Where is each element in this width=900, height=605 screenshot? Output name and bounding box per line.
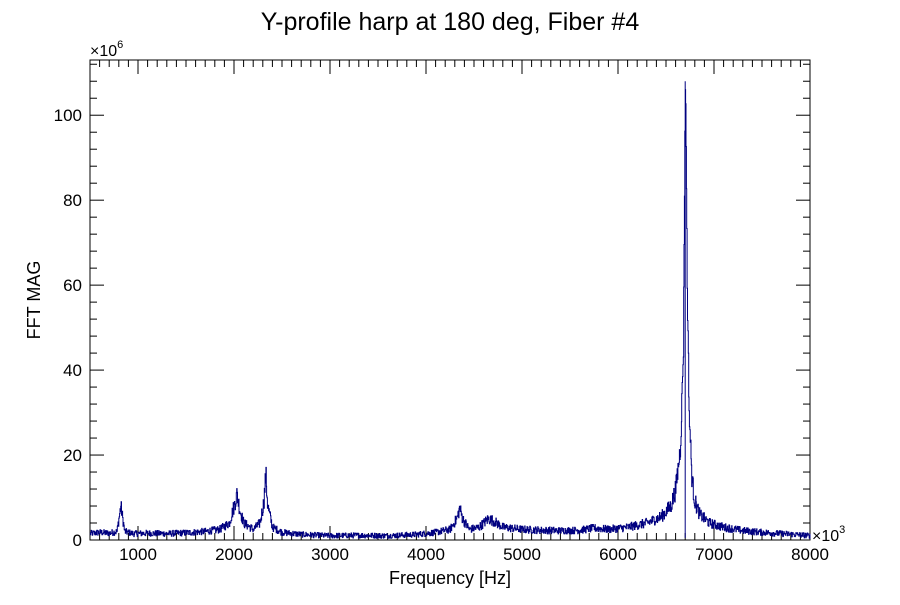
y-tick-label: 60 <box>63 276 82 295</box>
x-tick-label: 2000 <box>215 545 253 564</box>
y-tick-label: 80 <box>63 191 82 210</box>
y-tick-label: 100 <box>54 106 82 125</box>
x-tick-label: 1000 <box>119 545 157 564</box>
y-tick-label: 40 <box>63 361 82 380</box>
plot-frame <box>89 59 811 541</box>
x-axis-multiplier: ×103 <box>812 524 845 545</box>
x-tick-label: 7000 <box>695 545 733 564</box>
y-axis-multiplier: ×106 <box>90 39 123 60</box>
y-tick-label: 0 <box>73 531 82 550</box>
x-tick-label: 8000 <box>791 545 829 564</box>
x-tick-label: 5000 <box>503 545 541 564</box>
axis-ticks <box>89 60 811 541</box>
x-tick-label: 4000 <box>407 545 445 564</box>
fft-series-line <box>89 81 811 539</box>
x-tick-label: 6000 <box>599 545 637 564</box>
chart-title: Y-profile harp at 180 deg, Fiber #4 <box>261 8 640 36</box>
axis-tick-labels: 1000 2000 3000 4000 5000 6000 7000 8000 0 20 40 60 8… <box>54 106 829 564</box>
x-tick-label: 3000 <box>311 545 349 564</box>
y-tick-label: 20 <box>63 446 82 465</box>
x-axis-label: Frequency [Hz] <box>389 568 511 588</box>
y-axis-label: FFT MAG <box>24 261 44 340</box>
